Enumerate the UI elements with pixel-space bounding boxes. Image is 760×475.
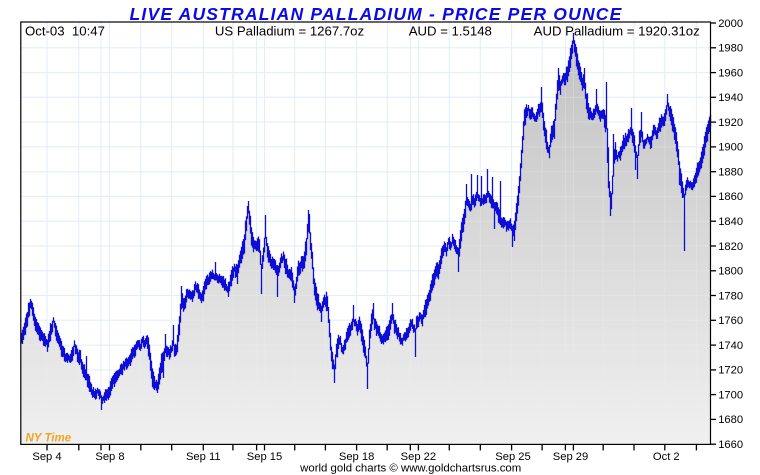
svg-text:1960: 1960: [718, 67, 743, 79]
svg-text:1920: 1920: [718, 117, 743, 129]
svg-text:1860: 1860: [718, 191, 743, 203]
svg-text:1900: 1900: [718, 142, 743, 154]
svg-text:1760: 1760: [718, 315, 743, 327]
svg-text:1660: 1660: [718, 439, 743, 451]
svg-text:1700: 1700: [718, 389, 743, 401]
svg-text:Sep 22: Sep 22: [401, 451, 436, 463]
svg-text:Sep 8: Sep 8: [95, 451, 124, 463]
svg-text:1820: 1820: [718, 241, 743, 253]
svg-text:AUD = 1.5148: AUD = 1.5148: [409, 24, 492, 39]
svg-text:US Palladium = 1267.7oz: US Palladium = 1267.7oz: [215, 24, 364, 39]
svg-text:Sep 25: Sep 25: [495, 451, 530, 463]
svg-text:1780: 1780: [718, 290, 743, 302]
svg-text:1980: 1980: [718, 43, 743, 55]
svg-text:NY Time: NY Time: [26, 433, 72, 445]
svg-text:Sep 11: Sep 11: [186, 451, 221, 463]
svg-text:Oct-03 10:47: Oct-03 10:47: [25, 24, 105, 39]
svg-text:1740: 1740: [718, 340, 743, 352]
svg-text:1800: 1800: [718, 266, 743, 278]
svg-text:Sep 4: Sep 4: [32, 451, 61, 463]
svg-text:1680: 1680: [718, 414, 743, 426]
svg-text:1880: 1880: [718, 167, 743, 179]
svg-text:1720: 1720: [718, 365, 743, 377]
svg-text:world gold charts © www.goldch: world gold charts © www.goldchartsrus.co…: [299, 462, 521, 474]
svg-text:1840: 1840: [718, 216, 743, 228]
svg-text:1940: 1940: [718, 92, 743, 104]
svg-text:Oct 2: Oct 2: [653, 451, 680, 463]
svg-text:2000: 2000: [718, 18, 743, 30]
svg-text:Sep 15: Sep 15: [247, 451, 282, 463]
svg-text:Sep 18: Sep 18: [339, 451, 374, 463]
svg-text:AUD Palladium = 1920.31oz: AUD Palladium = 1920.31oz: [534, 24, 700, 39]
svg-text:Sep 29: Sep 29: [553, 451, 588, 463]
svg-text:LIVE AUSTRALIAN PALLADIUM - PR: LIVE AUSTRALIAN PALLADIUM - PRICE PER OU…: [130, 4, 623, 24]
